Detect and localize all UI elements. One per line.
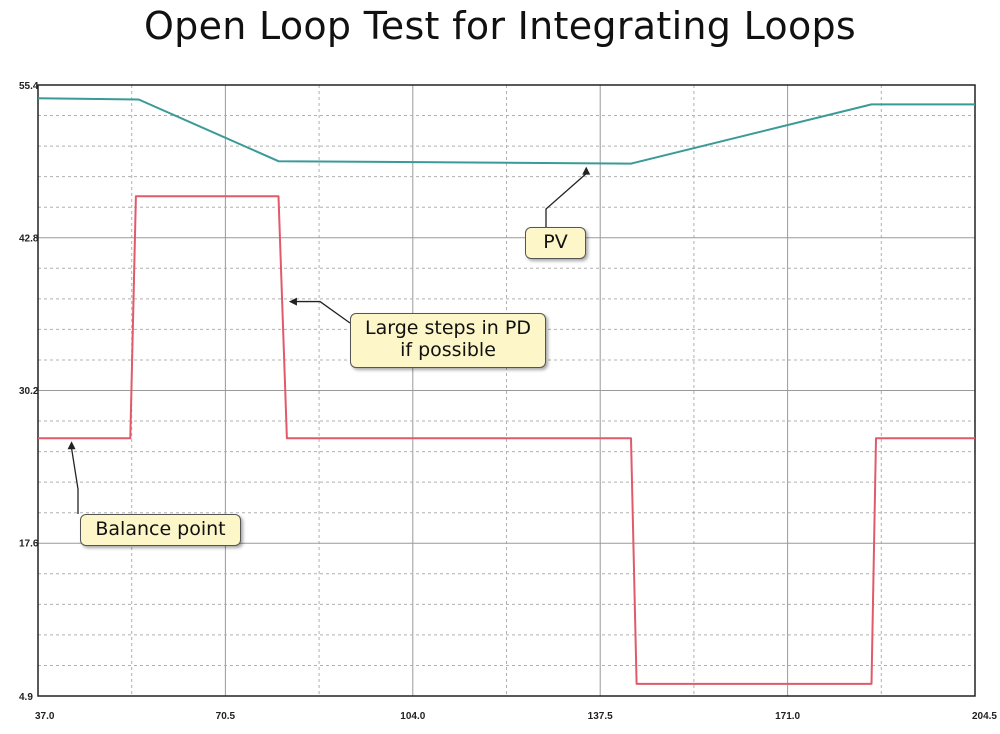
callout-pv-text: PV	[543, 231, 568, 253]
tick-layer: 37.0 70.5 104.0 137.5 171.0 204.5 4.9 17.6 30.2 4…	[19, 81, 997, 722]
y-tick-label: 4.9	[19, 692, 33, 703]
grid-layer	[38, 85, 975, 696]
chart-title: Open Loop Test for Integrating Loops	[143, 4, 857, 48]
annotation-arrowhead	[582, 166, 591, 175]
callout-large-steps-line2: if possible	[400, 339, 496, 361]
series-line-1	[38, 195, 975, 685]
x-tick-label: 104.0	[400, 711, 425, 722]
x-tick-label: 70.5	[216, 711, 236, 722]
callout-pv: PV	[525, 227, 586, 259]
annotation-arrowhead	[288, 297, 297, 306]
callout-balance-point: Balance point	[80, 514, 241, 546]
plot-frame	[37, 84, 976, 697]
annotation-leader-line	[70, 448, 79, 514]
annotation-leader-line	[290, 300, 351, 324]
y-tick-label: 55.4	[19, 81, 39, 92]
series-line-0	[37, 97, 975, 165]
y-tick-label: 30.2	[19, 386, 39, 397]
arrow-layer	[67, 166, 591, 514]
y-tick-label: 17.6	[19, 538, 39, 549]
annotation-arrowhead	[67, 441, 76, 450]
x-tick-label: 171.0	[775, 711, 800, 722]
series-layer	[37, 97, 975, 685]
y-tick-label: 42.8	[19, 233, 39, 244]
x-tick-label: 204.5	[972, 711, 997, 722]
callout-balance-point-text: Balance point	[95, 518, 226, 540]
x-tick-label: 37.0	[35, 711, 55, 722]
callout-large-steps-line1: Large steps in PD	[365, 317, 531, 339]
annotation-leader-line	[545, 173, 587, 227]
x-tick-label: 137.5	[588, 711, 613, 722]
callout-large-steps: Large steps in PD if possible	[350, 313, 546, 368]
